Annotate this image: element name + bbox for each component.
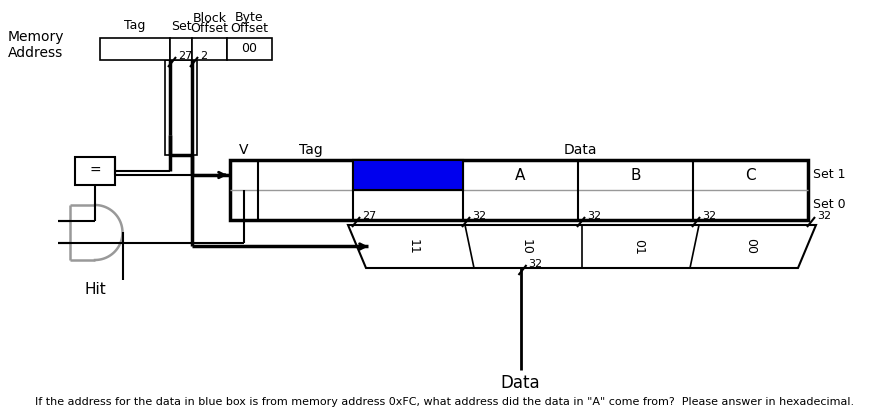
Text: If the address for the data in blue box is from memory address 0xFC, what addres: If the address for the data in blue box … <box>36 397 854 407</box>
Text: 32: 32 <box>587 211 601 221</box>
Bar <box>75 157 115 185</box>
Text: 10: 10 <box>519 239 532 254</box>
Text: Block: Block <box>192 12 226 24</box>
Text: Memory
Address: Memory Address <box>8 30 64 60</box>
Text: Tag: Tag <box>125 20 146 32</box>
Text: 00: 00 <box>241 42 257 56</box>
Bar <box>230 160 808 220</box>
Text: 32: 32 <box>472 211 486 221</box>
Text: Set 1: Set 1 <box>813 168 846 181</box>
Text: Offset: Offset <box>231 22 269 34</box>
Text: 32: 32 <box>529 259 543 269</box>
Bar <box>353 160 463 190</box>
Text: Byte: Byte <box>235 12 263 24</box>
Text: 2: 2 <box>200 51 207 61</box>
Text: 32: 32 <box>817 211 831 221</box>
Text: 32: 32 <box>702 211 716 221</box>
Text: =: = <box>89 164 101 178</box>
Text: Set: Set <box>171 20 191 32</box>
Text: Data: Data <box>563 143 597 157</box>
Bar <box>170 38 192 60</box>
Text: V: V <box>239 143 248 157</box>
Bar <box>227 38 272 60</box>
Text: 00: 00 <box>744 239 757 254</box>
Polygon shape <box>348 225 816 268</box>
Text: 27: 27 <box>178 51 192 61</box>
Text: C: C <box>745 168 756 183</box>
Bar <box>165 60 197 155</box>
Text: 27: 27 <box>362 211 376 221</box>
Text: Tag: Tag <box>299 143 322 157</box>
Text: 11: 11 <box>407 239 420 254</box>
Text: Hit: Hit <box>85 283 106 298</box>
Text: Data: Data <box>501 374 540 392</box>
Text: B: B <box>630 168 641 183</box>
Text: 01: 01 <box>632 239 644 254</box>
Bar <box>100 38 170 60</box>
Bar <box>192 38 227 60</box>
Text: Set 0: Set 0 <box>813 198 846 212</box>
Text: Offset: Offset <box>190 22 229 34</box>
Text: A: A <box>515 168 526 183</box>
